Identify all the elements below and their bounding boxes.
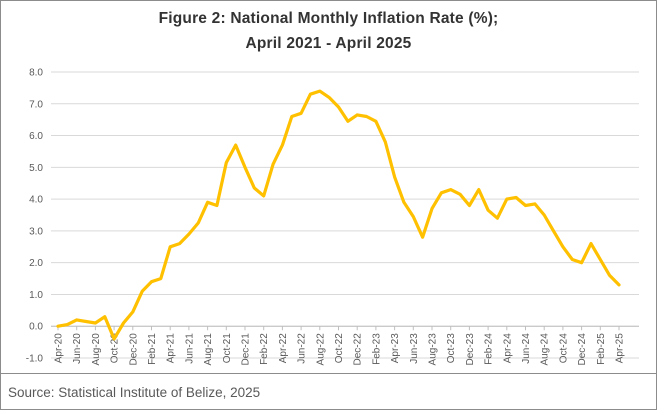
y-tick-label: -1.0 xyxy=(26,354,44,365)
x-tick-label: Feb-23 xyxy=(371,333,382,365)
x-tick-label: Dec-20 xyxy=(128,333,139,366)
chart-title: Figure 2: National Monthly Inflation Rat… xyxy=(1,6,656,56)
chart-title-line-2: April 2021 - April 2025 xyxy=(245,35,412,52)
x-tick-label: Oct-22 xyxy=(334,333,345,363)
x-tick-label: Feb-22 xyxy=(259,333,270,365)
x-tick-label: Jun-23 xyxy=(409,333,420,364)
y-tick-label: 0.0 xyxy=(29,322,43,333)
x-tick-label: Feb-21 xyxy=(147,333,158,365)
x-tick-label: Jun-24 xyxy=(521,333,532,364)
y-tick-label: 4.0 xyxy=(29,195,43,206)
x-tick-label: Oct-24 xyxy=(558,333,569,363)
y-tick-label: 3.0 xyxy=(29,226,43,237)
x-tick-label: Oct-23 xyxy=(446,333,457,363)
x-tick-label: Oct-21 xyxy=(222,333,233,363)
x-tick-label: Apr-20 xyxy=(54,333,65,363)
y-tick-label: 1.0 xyxy=(29,290,43,301)
inflation-chart: Figure 2: National Monthly Inflation Rat… xyxy=(1,1,656,374)
x-tick-label: Apr-23 xyxy=(390,333,401,363)
line-plot: -1.0 0.0 1.0 2.0 3.0 4.0 5.0 6.0 7.0 8.0 Apr-20 Jun… xyxy=(26,68,639,366)
x-tick-label: Dec-22 xyxy=(353,333,364,366)
y-tick-label: 5.0 xyxy=(29,163,43,174)
y-tick-label: 6.0 xyxy=(29,131,43,142)
y-tick-label: 7.0 xyxy=(29,99,43,110)
x-tick-label: Apr-22 xyxy=(278,333,289,363)
inflation-line xyxy=(56,89,621,341)
x-tick-label: Aug-21 xyxy=(203,333,214,366)
x-tick-label: Oct-20 xyxy=(110,333,121,363)
x-tick-label: Aug-24 xyxy=(540,333,551,366)
x-tick-label: Jun-20 xyxy=(72,333,83,364)
y-tick-label: 8.0 xyxy=(29,68,43,79)
x-tick-label: Apr-25 xyxy=(615,333,626,363)
x-tick-label: Aug-23 xyxy=(428,333,439,366)
x-tick-label: Apr-21 xyxy=(166,333,177,363)
x-tick-label: Jun-22 xyxy=(297,333,308,364)
x-tick-label: Aug-20 xyxy=(91,333,102,366)
x-tick-label: Dec-23 xyxy=(465,333,476,366)
x-tick-label: Dec-24 xyxy=(577,333,588,366)
x-tick-label: Aug-22 xyxy=(315,333,326,366)
x-tick-label: Feb-24 xyxy=(484,333,495,365)
x-tick-label: Jun-21 xyxy=(184,333,195,364)
x-tick-label: Feb-25 xyxy=(596,333,607,365)
x-tick-label: Dec-21 xyxy=(241,333,252,366)
source-caption: Source: Statistical Institute of Belize,… xyxy=(1,376,656,409)
y-tick-label: 2.0 xyxy=(29,258,43,269)
chart-title-line-1: Figure 2: National Monthly Inflation Rat… xyxy=(158,10,499,27)
x-tick-label: Apr-24 xyxy=(502,333,513,363)
